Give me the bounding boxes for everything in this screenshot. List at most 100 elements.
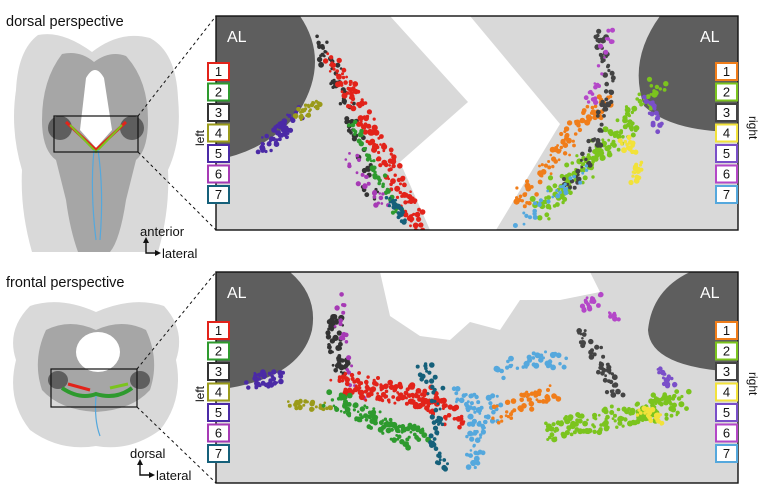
n1-left-point [403,192,409,198]
n1-left-f-point [398,384,404,390]
n2-right-f-point [548,435,552,440]
n2-left-f-point [396,437,400,441]
n4-right-point [632,165,639,171]
n2-right-f-point [671,402,678,408]
n1-right-point [534,192,539,197]
n3-left-f-point [331,363,335,367]
n2-right-point [630,121,635,126]
thumb-neurons-frontal [60,386,134,398]
n3-right-point [580,151,585,157]
n2-left-f-point [321,403,326,408]
n1-right-point [547,160,551,163]
legend-box-right-2 [715,82,738,102]
n1-right-point [540,163,544,167]
n2-right-point [622,115,628,121]
n7-right-f-point [468,453,474,458]
n3-left-point [344,116,350,122]
n2-left-point [381,182,385,186]
n2-right-f-point [654,397,661,404]
n1-left-point [341,67,347,73]
n6-left-point [362,183,368,189]
n7-left-f-point [436,460,442,466]
n6-right-point [593,96,598,101]
n7-right-f-point [464,403,469,408]
n1-left-point [366,109,372,115]
n5-left-point [255,149,261,155]
n2-right-point [616,147,621,152]
legend-box-right-2 [715,341,738,361]
n1-right-f-point [548,384,552,387]
n2-left-f-point [339,410,343,413]
n1-left-f-point [344,376,348,380]
n2-right-f-point [603,426,610,432]
legend-label-left-5: 5 [215,405,222,420]
n3-right-point [609,70,615,76]
n7-left-point [396,211,401,215]
n7-right-f-point [491,409,496,415]
n3-right-point [601,102,606,108]
n1-left-f-point [344,381,350,387]
n1-left-point [362,115,367,120]
frontal-al-right-label: AL [700,285,720,302]
n3-right-point [586,138,591,144]
n7-right-f-point [475,407,482,414]
n3-right-point [599,122,604,127]
n1-right-f-point [500,419,504,423]
n1-right-f-point [512,408,517,413]
n7-right-f-point [454,391,459,396]
n1-left-point [368,129,375,136]
n1-right-point [543,163,549,168]
n1-left-point [403,200,408,205]
n6-left-f-point [346,355,352,361]
n6-right-f-point [611,312,617,319]
n1-right-f-point [537,400,541,404]
n6-right-point [596,64,601,68]
n2-right-f-point [575,412,581,418]
n4-right-point [627,145,633,152]
n5-left-f-point [257,372,262,378]
n6-left-f-point [336,307,340,311]
n1-left-f-point [357,383,361,387]
n1-right-f-point [509,416,514,420]
n1-right-point [537,179,543,185]
n2-right-f-point [574,427,580,432]
n6-left-f-point [346,370,351,375]
frontal-panel: frontal perspective dorsal lateral [6,271,760,484]
dorsal-neuron-points [255,27,669,230]
n1-right-point [513,198,520,205]
n1-left-point [394,185,401,192]
n1-left-f-point [446,413,452,418]
n4-left-f-point [310,399,316,405]
n6-right-point [583,95,589,101]
n2-right-f-point [583,428,590,434]
n7-right-f-point [470,459,477,467]
n7-right-f-point [473,455,480,462]
n1-left-point [397,163,403,169]
n2-right-f-point [674,389,680,394]
n1-right-f-point [545,394,549,397]
n4-right-f-point [638,411,643,415]
n5-left-f-point [263,382,269,388]
n1-right-point [572,143,576,148]
n7-right-f-point [480,450,486,456]
brain-cavity-frontal [76,332,120,372]
axis-dorsal-label: dorsal [130,446,166,461]
n5-right-f-point [672,384,676,388]
n2-right-point [607,138,611,142]
n3-right-f-point [602,377,608,383]
n7-right-point [558,190,562,195]
n3-right-f-point [588,354,595,360]
n5-left-point [287,113,292,118]
n1-left-point [371,124,378,131]
n7-left-f-point [432,374,438,380]
n6-right-f-point [596,303,601,308]
n2-left-f-point [370,413,377,419]
n7-right-f-point [483,414,488,419]
n7-left-f-point [429,414,435,420]
n2-right-point [635,97,639,101]
n3-right-point [599,53,604,58]
n4-right-f-point [641,405,647,412]
n2-left-point [377,178,382,183]
n1-right-f-point [529,406,535,412]
n7-left-f-point [431,420,437,425]
